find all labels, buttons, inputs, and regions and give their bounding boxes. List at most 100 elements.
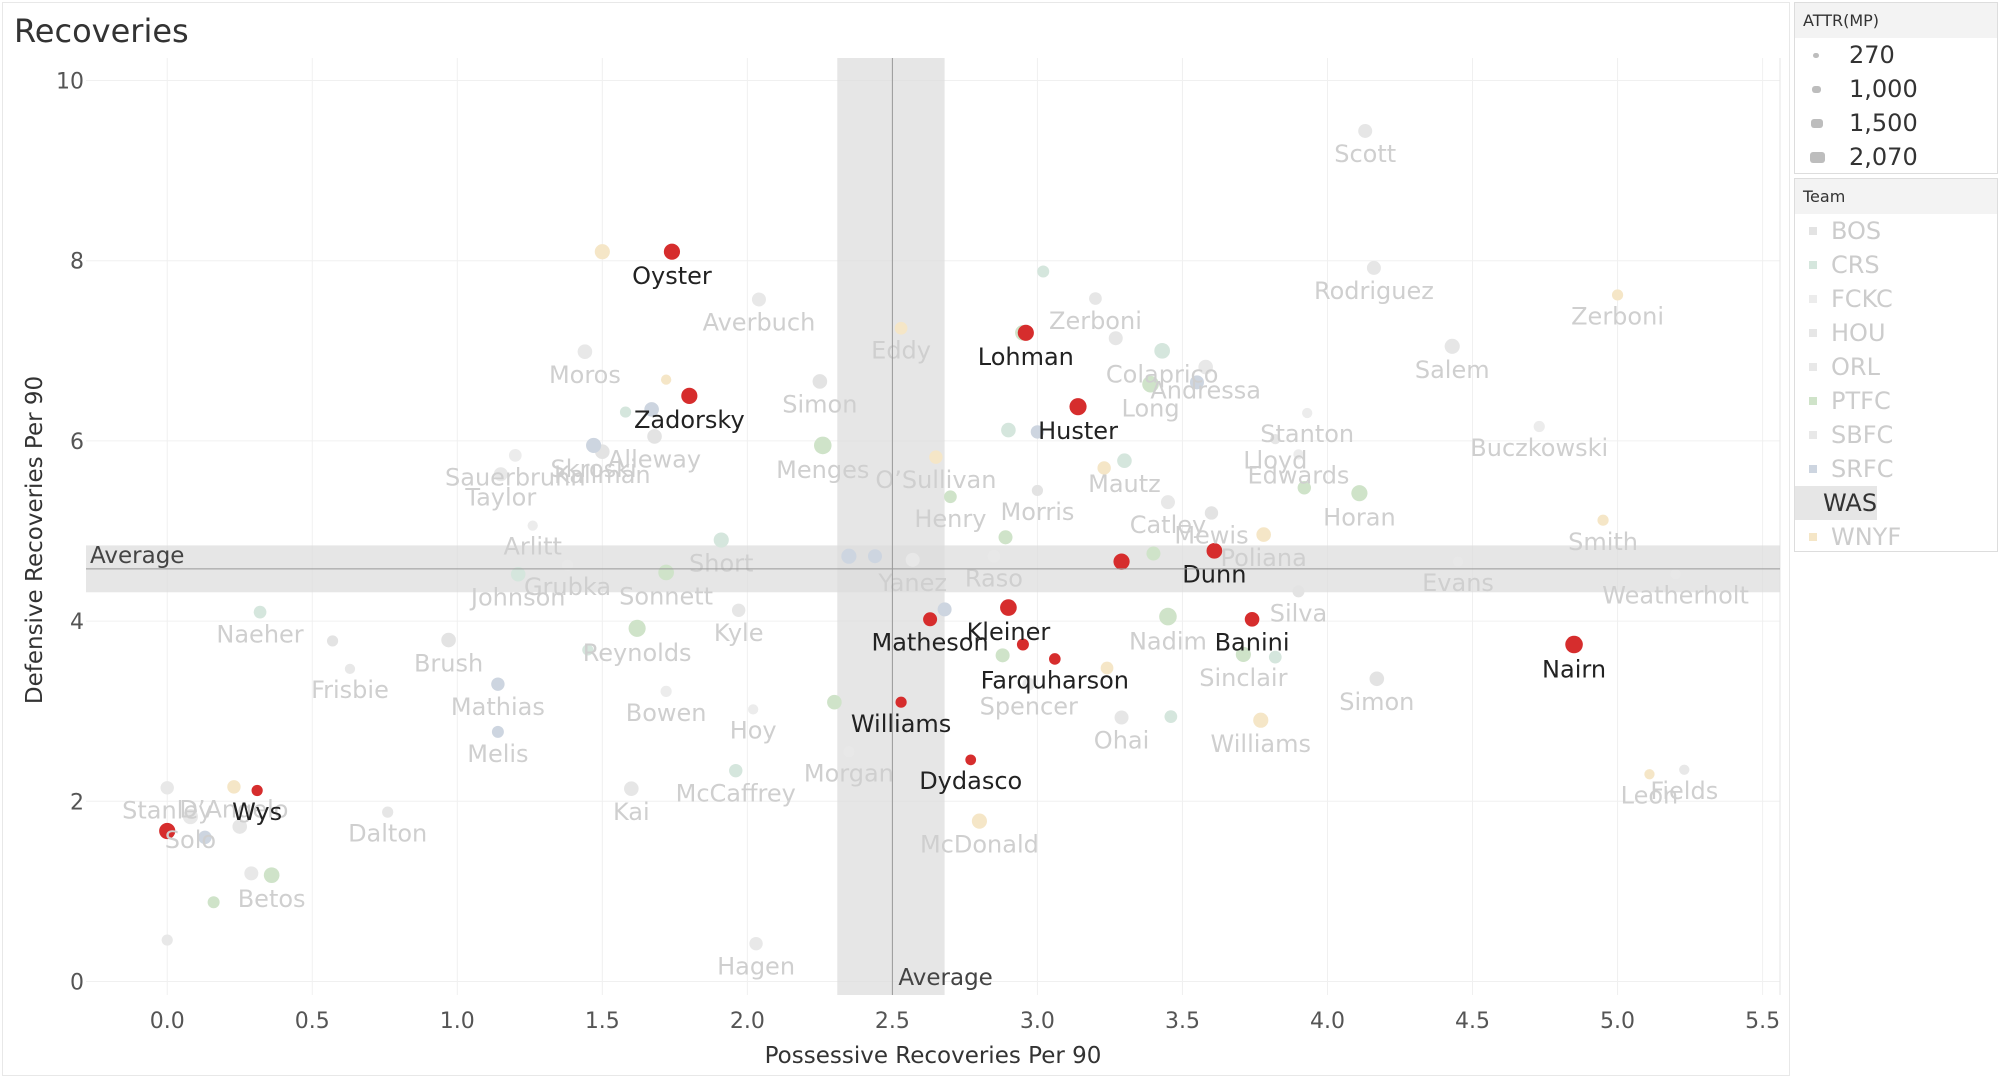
data-point[interactable] — [987, 549, 1001, 563]
data-point[interactable] — [1452, 556, 1464, 567]
data-point[interactable] — [1244, 611, 1260, 627]
data-point[interactable] — [923, 612, 938, 627]
data-point[interactable] — [491, 725, 504, 738]
data-point[interactable] — [1164, 710, 1178, 723]
data-point[interactable] — [647, 429, 662, 444]
data-point[interactable] — [1000, 599, 1017, 616]
data-point[interactable] — [1117, 453, 1132, 469]
data-point[interactable] — [998, 530, 1013, 545]
data-point[interactable] — [491, 677, 505, 691]
data-point[interactable] — [905, 552, 920, 567]
data-point[interactable] — [1670, 569, 1681, 580]
team-legend-item-ptfc[interactable]: PTFC — [1795, 384, 1997, 418]
data-point[interactable] — [1017, 324, 1034, 341]
data-point[interactable] — [251, 784, 263, 797]
data-point[interactable] — [577, 344, 593, 360]
data-point[interactable] — [493, 467, 508, 482]
data-point[interactable] — [161, 934, 173, 946]
data-point[interactable] — [207, 896, 220, 909]
team-legend-item-srfc[interactable]: SRFC — [1795, 452, 1997, 486]
team-legend-item-fckc[interactable]: FCKC — [1795, 282, 1997, 316]
data-point[interactable] — [1644, 769, 1655, 780]
data-point[interactable] — [160, 781, 174, 795]
team-legend-item-bos[interactable]: BOS — [1795, 214, 1997, 248]
data-point[interactable] — [508, 448, 522, 462]
data-point[interactable] — [731, 603, 746, 617]
data-point[interactable] — [1037, 265, 1050, 278]
data-point[interactable] — [1160, 495, 1175, 510]
data-point[interactable] — [1198, 359, 1213, 375]
data-point[interactable] — [965, 754, 977, 766]
data-point[interactable] — [326, 635, 339, 647]
data-point[interactable] — [382, 806, 394, 818]
scatter-plot[interactable]: Scott Rodriguez Zerboni Salem Buczkowski Stan… — [0, 0, 1792, 1078]
data-point[interactable] — [1679, 764, 1690, 775]
data-point[interactable] — [1268, 650, 1282, 664]
data-point[interactable] — [841, 548, 857, 564]
data-point[interactable] — [227, 780, 241, 794]
data-point[interactable] — [937, 602, 952, 617]
team-legend-item-crs[interactable]: CRS — [1795, 248, 1997, 282]
data-point[interactable] — [1292, 585, 1305, 598]
data-point[interactable] — [182, 809, 199, 825]
data-points[interactable] — [159, 123, 1690, 951]
data-point[interactable] — [1097, 461, 1111, 475]
data-point[interactable] — [1206, 542, 1223, 559]
data-point[interactable] — [594, 244, 610, 260]
data-point[interactable] — [729, 763, 743, 778]
data-point[interactable] — [510, 566, 526, 582]
data-point[interactable] — [1204, 506, 1219, 520]
data-point[interactable] — [867, 549, 882, 564]
data-point[interactable] — [1022, 677, 1036, 691]
data-point[interactable] — [1189, 375, 1204, 390]
data-point[interactable] — [663, 243, 681, 260]
data-point[interactable] — [1113, 553, 1130, 570]
data-point[interactable] — [971, 813, 987, 829]
team-legend-item-hou[interactable]: HOU — [1795, 316, 1997, 350]
data-point[interactable] — [1108, 331, 1123, 346]
data-point[interactable] — [441, 632, 456, 648]
data-point[interactable] — [582, 644, 594, 656]
data-point[interactable] — [1293, 449, 1304, 460]
data-point[interactable] — [1016, 638, 1029, 651]
data-point[interactable] — [658, 564, 674, 581]
data-point[interactable] — [995, 648, 1010, 663]
data-point[interactable] — [749, 936, 763, 951]
data-point[interactable] — [561, 559, 574, 571]
data-point[interactable] — [159, 822, 176, 840]
data-point[interactable] — [1253, 712, 1269, 728]
data-point[interactable] — [244, 866, 259, 881]
data-point[interactable] — [1049, 653, 1061, 665]
data-point[interactable] — [1001, 422, 1016, 438]
team-legend-item-wnyf[interactable]: WNYF — [1795, 520, 1997, 554]
data-point[interactable] — [586, 437, 602, 453]
data-point[interactable] — [198, 830, 212, 845]
data-point[interactable] — [1030, 425, 1045, 439]
data-point[interactable] — [894, 321, 908, 335]
data-point[interactable] — [1100, 661, 1114, 675]
data-point[interactable] — [660, 374, 672, 385]
data-point[interactable] — [1159, 607, 1177, 626]
data-point[interactable] — [713, 532, 729, 548]
data-point[interactable] — [527, 520, 538, 531]
data-point[interactable] — [1154, 342, 1170, 359]
data-point[interactable] — [1235, 646, 1251, 663]
team-legend-item-sbfc[interactable]: SBFC — [1795, 418, 1997, 452]
data-point[interactable] — [895, 696, 907, 708]
data-point[interactable] — [1369, 671, 1385, 687]
data-point[interactable] — [1069, 398, 1087, 416]
data-point[interactable] — [660, 685, 672, 697]
data-point[interactable] — [628, 619, 646, 637]
data-point[interactable] — [619, 406, 632, 418]
data-point[interactable] — [827, 694, 842, 710]
data-point[interactable] — [624, 781, 639, 796]
data-point[interactable] — [944, 490, 957, 504]
data-point[interactable] — [812, 374, 828, 389]
data-point[interactable] — [1089, 292, 1102, 305]
data-point[interactable] — [1533, 420, 1545, 433]
data-point[interactable] — [813, 436, 832, 455]
data-point[interactable] — [681, 387, 698, 404]
data-point[interactable] — [263, 867, 280, 884]
data-point[interactable] — [253, 605, 267, 619]
data-point[interactable] — [1351, 485, 1368, 502]
